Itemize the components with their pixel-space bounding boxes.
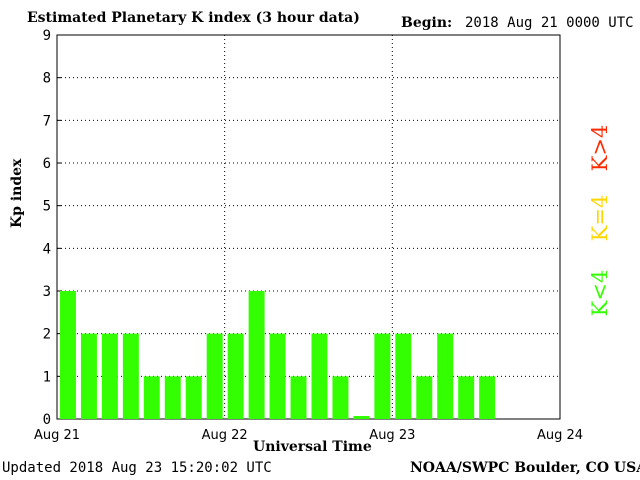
y-tick-label: 6 [43,156,51,172]
plot-frame [56,34,561,420]
kp-bar [60,291,76,419]
kp-bar [206,333,223,419]
kp-bar [248,291,265,419]
x-tick-label: Aug 24 [537,428,583,443]
legend-k-greater-4: K>4 [588,124,612,172]
kp-bar [332,376,349,419]
kp-bar [185,376,202,419]
kp-bar [458,376,475,419]
y-tick-label: 8 [43,71,51,87]
kp-bar [101,333,118,419]
chart-title: Estimated Planetary K index (3 hour data… [27,10,360,26]
kp-bar [80,333,97,419]
x-tick-label: Aug 22 [202,428,248,443]
legend-k-equal-4: K=4 [588,194,612,242]
kp-bar [143,376,160,419]
kp-bar [479,376,496,419]
kp-bar [374,333,391,419]
y-tick-label: 4 [43,241,51,257]
kp-bar [311,333,328,419]
credit-text: NOAA/SWPC Boulder, CO USA [410,460,640,476]
y-tick-label: 5 [43,199,51,215]
kp-bar [122,333,139,419]
kp-bar [290,376,307,419]
kp-bar [437,333,454,419]
y-tick-label: 2 [43,327,51,343]
kp-bar [164,376,181,419]
y-tick-label: 3 [43,284,51,300]
kp-bar [353,416,370,419]
y-axis-label: Kp index [9,158,25,228]
kp-bar [395,333,412,419]
x-tick-label: Aug 23 [369,428,415,443]
begin-label: Begin: [401,15,453,31]
y-tick-label: 7 [43,113,51,129]
begin-value: 2018 Aug 21 0000 UTC [465,15,634,31]
x-axis-label: Universal Time [253,439,372,455]
kp-bar [227,333,244,419]
y-tick-label: 0 [43,412,51,428]
updated-timestamp: Updated 2018 Aug 23 15:20:02 UTC [2,460,272,476]
y-tick-label: 9 [43,28,51,44]
x-tick-label: Aug 21 [34,428,80,443]
kp-bar [269,333,286,419]
legend-k-less-4: K<4 [588,269,612,317]
kp-bar [416,376,433,419]
y-tick-label: 1 [43,369,51,385]
